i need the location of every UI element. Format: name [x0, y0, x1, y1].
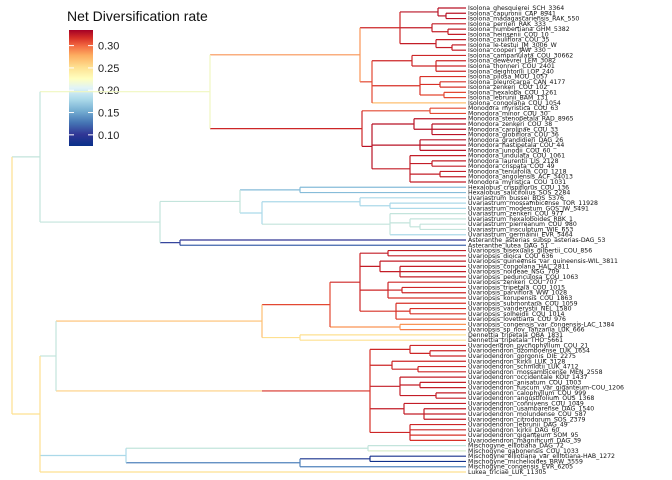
- tip-label: Isolona_campanulata_COU_30662: [468, 52, 573, 59]
- tip-label: Uvariodendron_magnificum_DAG_39: [468, 437, 581, 444]
- tip-label: Uvariastrum_zenkeri_COU_977: [468, 211, 563, 218]
- tip-label: Isolona_madagascariensis_RAK_550: [468, 16, 579, 23]
- tip-label: Uvariopsis_bisexualis_gilbertii_COU_856: [468, 248, 592, 255]
- tip-label: Mischogyne_congensis_EVR_6205: [468, 464, 573, 471]
- tip-label: Mischogyne_elliotiana_DAG_72: [468, 443, 564, 450]
- tip-label: Uvariodendron_kirkii_LUK_3128: [468, 358, 565, 365]
- tip-label: Uvariastrum_hexaloboides_RBK_1: [468, 216, 573, 223]
- tip-label: Uvariopsis_tripetala_COU_1015: [468, 284, 565, 291]
- tip-label: Lukea_triciae_LUK_11305: [468, 469, 546, 476]
- tip-label: Uvariodendron_lebrunii_DAG_49: [468, 422, 568, 429]
- tip-label: Monodora_crispata_COU_49: [468, 163, 555, 170]
- tip-label: Uvariodendron_connivens_COU_1049: [468, 400, 584, 407]
- tip-label: Uvariopsis_dioica_COU_636: [468, 253, 553, 260]
- tip-label: Hexalobus_salicifolius_SOS_2284: [468, 190, 570, 197]
- tip-label: Isolona_ghesquierei_SCH_3364: [468, 5, 564, 12]
- tip-label: Monodora_myristica_COU_1031: [468, 179, 566, 186]
- tip-label: Monodora_undulata_COU_1061: [468, 153, 565, 160]
- tip-label: Uvariodendron_molundense_COU_587: [468, 411, 587, 418]
- tip-label: Monodora_angolensis_ACF_34013: [468, 174, 573, 181]
- tip-label: Monodora_minor_COU_30: [468, 110, 548, 117]
- tip-label: Uvariodendron_occidentale_KOU_1437: [468, 374, 588, 381]
- tip-label: Uvariastrum_pierreanum_COU_980: [468, 221, 577, 228]
- tip-label: Dennettia_tripetala_OBA_1831: [468, 332, 563, 339]
- tip-label: Uvariopsis_congolana_HAL_2811: [468, 263, 570, 270]
- tip-label: Isolona_dewevrei_LEM_3082: [468, 58, 556, 65]
- tip-label: Uvariastrum_modestum_GOS_JW_5491: [468, 205, 589, 212]
- tip-label: Isolona_heinsenii_COU_10: [468, 31, 549, 38]
- tip-labels: Isolona_ghesquierei_SCH_3364Isolona_capu…: [468, 5, 624, 476]
- tip-label: Isolona_humbertiana_GHM_5382: [468, 26, 570, 33]
- tip-label: Isolona_perrieri_RAK_333: [468, 21, 546, 28]
- tip-label: Isolona_pleurocarpa_CAN_4177: [468, 79, 565, 86]
- tip-label: Uvariodendron_fuscum_var_giganteum-COU_1…: [468, 385, 624, 392]
- tip-label: Uvariopsis_lovettiana_COU_976: [468, 316, 566, 323]
- tip-label: Isolona_cauliflora_COU_35: [468, 37, 550, 44]
- tip-label: Hexalobus_crispiflorus_COU_136: [468, 184, 569, 191]
- tip-label: Monodora_myristica_COU_63: [468, 105, 558, 112]
- tip-label: Uvariopsis_congensis_var_congensis-LAC_1…: [468, 321, 614, 328]
- tip-label: Isolona_deightonii_LOP_240: [468, 68, 554, 75]
- tip-label: Uvariopsis_zenkeri_COU_707: [468, 279, 557, 286]
- tip-label: Uvariopsis_parviflora_WW_1028: [468, 290, 567, 297]
- tip-label: Uvariodendron_angustifolium_OUS_1368: [468, 395, 594, 402]
- tip-label: Mischogyne_gabonensis_COU_1033: [468, 448, 579, 455]
- tip-label: Uvariopsis_noldeae_NSG_709: [468, 269, 559, 276]
- tip-label: Monodora_junodii_COU_60: [468, 147, 551, 154]
- tip-label: Mischogyne_michelioides_BRW_3559: [468, 458, 583, 465]
- tip-label: Uvariodendron_citrodorum_SOS_2379: [468, 416, 585, 423]
- legend-tick-label: 0.30: [98, 41, 119, 53]
- tip-label: Uvariopsis_korupensis_COU_1863: [468, 295, 572, 302]
- tip-label: Mischogyne_elliotiana_var_elliotiana-HAB…: [468, 453, 615, 460]
- tip-label: Uvariodendron_mossambicense_MEN_2558: [468, 369, 603, 376]
- tip-label: Isolona_capuronii_CAP_8941: [468, 10, 556, 17]
- tip-label: Monodora_laurentii_LIS_2128: [468, 158, 559, 165]
- tip-label: Asteranthe_lutea_DAG_51: [468, 242, 549, 249]
- tip-label: Monodora_zenkeri_COU_38: [468, 121, 552, 128]
- tip-label: Isolona_zenkeri_COU_102: [468, 84, 547, 91]
- legend-tick-label: 0.15: [98, 108, 119, 120]
- tip-label: Isolona_pilosa_MOU_1057: [468, 74, 548, 81]
- legend-tick-label: 0.25: [98, 63, 119, 75]
- tip-label: Uvariastrum_germainii_EVR_5464: [468, 232, 573, 239]
- tip-label: Uvariodendron_giganteum_SOM_95: [468, 432, 579, 439]
- tip-label: Uvariastrum_bussei_BOS_5376: [468, 195, 564, 202]
- tip-label: Monodora_globiflora_COU_36: [468, 132, 559, 139]
- tip-label: Dennettia_tripetala_THO_5661: [468, 337, 563, 344]
- tip-label: Uvariodendron_gorgonis_DIE_2275: [468, 353, 576, 360]
- tip-label: Uvariodendron_dzomboense_LUK_1654: [468, 348, 590, 355]
- tip-label: Isolona_le-testui_JM_3006_W: [468, 42, 557, 49]
- tip-label: Monodora_tenuifolia_COU_1218: [468, 168, 567, 175]
- tip-label: Uvariopsis_guineensis_var_guineensis-WIL…: [468, 258, 618, 265]
- tip-label: Isolona_lebrunii_BAM_131: [468, 95, 548, 102]
- tree-branches: [11, 7, 466, 473]
- tip-label: Monodora_grandidieri_DAG_26: [468, 137, 563, 144]
- tip-label: Monodora_carolinae_COU_33: [468, 126, 558, 133]
- tip-label: Uvariodendron_pycnophyllum_COU_21: [468, 342, 588, 349]
- tip-label: Uvariodendron_usambarense_DAG_1540: [468, 406, 594, 413]
- tip-label: Isolona_congolana_COU_1054: [468, 100, 561, 107]
- legend-title: Net Diversification rate: [67, 8, 208, 24]
- tip-label: Uvariopsis_sp_nov_Tanzania_LUK_666: [468, 327, 585, 334]
- tip-label: Uvariodendron_anisatum_COU_1003: [468, 379, 581, 386]
- tip-label: Monodora_hastipetala_COU_44: [468, 142, 564, 149]
- legend-tick-label: 0.10: [98, 130, 119, 142]
- tip-label: Uvariastrum_mossambicense_TOR_11928: [468, 200, 598, 207]
- tip-label: Isolona_cooperi_JAW_330: [468, 47, 546, 54]
- tip-label: Uvariopsis_solheidii_COU_1014: [468, 311, 564, 318]
- tip-label: Uvariastrum_insculptum_WIE_653: [468, 226, 573, 233]
- tip-label: Uvariodendron_schmidtii_LUK_4712: [468, 364, 579, 371]
- tip-label: Uvariopsis_submontana_COU_1059: [468, 300, 578, 307]
- tip-label: Uvariopsis_pedunculosa_COU_1063: [468, 274, 578, 281]
- tip-label: Uvariopsis_vanderystii_NEL_1580: [468, 306, 572, 313]
- tip-label: Monodora_stenopetala_RAD_8965: [468, 116, 574, 123]
- tip-label: Uvariodendron_kirkii_DAG_60: [468, 427, 559, 434]
- legend-colorbar: [69, 30, 93, 146]
- tip-label: Uvariodendron_calophyllum_COU_999: [468, 390, 586, 397]
- tip-label: Isolona_hexaloba_COU_1261: [468, 89, 557, 96]
- tip-label: Isolona_thonneri_COU_2401: [468, 63, 555, 70]
- tip-label: Asteranthe_asterias_subsp_asterias-DAG_5…: [468, 237, 605, 244]
